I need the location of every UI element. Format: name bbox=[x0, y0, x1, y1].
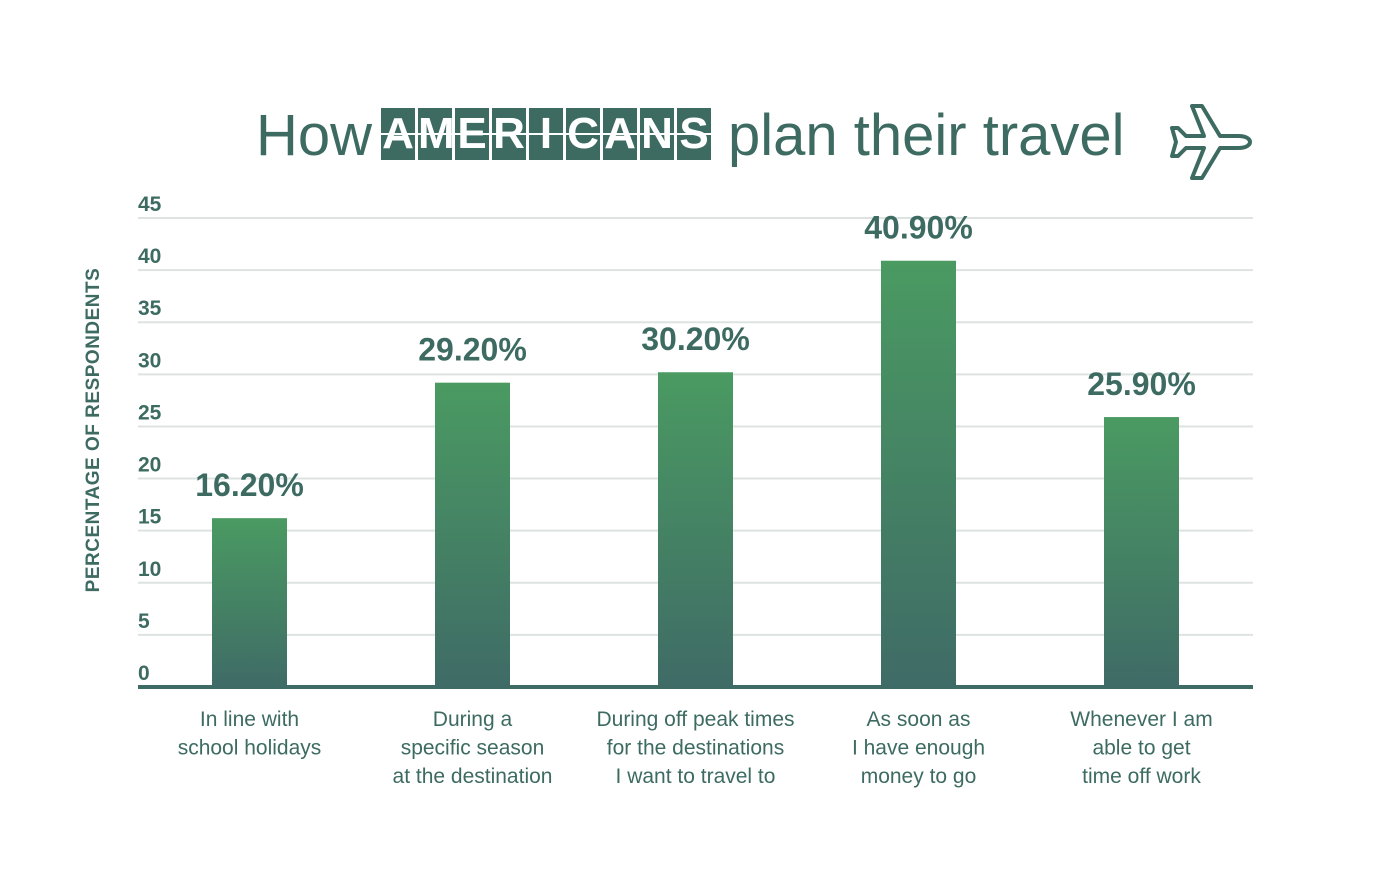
x-tick-label-line: During off peak times bbox=[596, 708, 794, 731]
title-badge-letter: C bbox=[566, 108, 600, 160]
data-label: 40.90% bbox=[864, 210, 973, 246]
y-axis-ticks: 0 5 10 15 20 25 30 35 40 45 bbox=[138, 193, 162, 685]
x-tick-label-line: able to get bbox=[1092, 737, 1190, 760]
bars bbox=[212, 260, 1179, 687]
y-tick-label: 5 bbox=[138, 610, 150, 633]
title-badge-letter: A bbox=[603, 108, 637, 160]
title-badge-letter: E bbox=[455, 108, 489, 160]
x-tick-label-line: I want to travel to bbox=[616, 765, 776, 788]
y-tick-label: 0 bbox=[138, 662, 150, 685]
x-tick-label-line: at the destination bbox=[393, 765, 553, 788]
title-badge-letter: S bbox=[677, 108, 711, 160]
data-label: 30.20% bbox=[641, 321, 750, 357]
bar bbox=[1104, 417, 1179, 687]
x-axis-ticks: In line with school holidays During a speci… bbox=[178, 708, 1213, 788]
title-badge-letter: I bbox=[529, 108, 563, 160]
x-tick-label: Whenever I am able to get time off work bbox=[1070, 708, 1212, 788]
x-tick-label-line: time off work bbox=[1082, 765, 1201, 788]
data-label: 25.90% bbox=[1087, 366, 1196, 402]
x-tick-label-line: specific season bbox=[401, 737, 545, 760]
title-badge-letter: M bbox=[418, 108, 452, 160]
x-tick-label-line: I have enough bbox=[852, 737, 985, 760]
y-tick-label: 45 bbox=[138, 193, 162, 216]
bar bbox=[435, 382, 510, 687]
y-tick-label: 35 bbox=[138, 297, 162, 320]
data-label: 29.20% bbox=[418, 332, 527, 368]
x-tick-label-line: money to go bbox=[861, 765, 977, 788]
x-tick-label-line: Whenever I am bbox=[1070, 708, 1212, 731]
bar bbox=[212, 518, 287, 687]
x-tick-label-line: In line with bbox=[200, 708, 299, 731]
data-labels: 16.20% 29.20% 30.20% 40.90% 25.90% bbox=[195, 210, 1196, 503]
data-label: 16.20% bbox=[195, 467, 304, 503]
title-badge-letter: A bbox=[381, 108, 415, 160]
y-tick-label: 10 bbox=[138, 558, 161, 581]
x-tick-label-line: As soon as bbox=[867, 708, 971, 731]
title-badge-letter: R bbox=[492, 108, 526, 160]
y-tick-label: 15 bbox=[138, 506, 162, 529]
x-tick-label-line: for the destinations bbox=[607, 737, 784, 760]
x-tick-label-line: During a bbox=[433, 708, 513, 731]
bar bbox=[881, 260, 956, 687]
bar bbox=[658, 372, 733, 687]
y-tick-label: 30 bbox=[138, 349, 161, 372]
title-prefix: How bbox=[256, 103, 373, 168]
y-tick-label: 20 bbox=[138, 454, 161, 477]
airplane-icon bbox=[1170, 104, 1252, 180]
x-tick-label: As soon as I have enough money to go bbox=[852, 708, 985, 788]
y-tick-label: 40 bbox=[138, 245, 161, 268]
title-badge-letter: N bbox=[640, 108, 674, 160]
y-tick-label: 25 bbox=[138, 401, 162, 424]
title-suffix: plan their travel bbox=[728, 103, 1125, 168]
x-tick-label: During off peak times for the destination… bbox=[596, 708, 794, 788]
x-tick-label-line: school holidays bbox=[178, 737, 322, 760]
x-tick-label: In line with school holidays bbox=[178, 708, 322, 760]
x-tick-label: During a specific season at the destinatio… bbox=[393, 708, 553, 788]
